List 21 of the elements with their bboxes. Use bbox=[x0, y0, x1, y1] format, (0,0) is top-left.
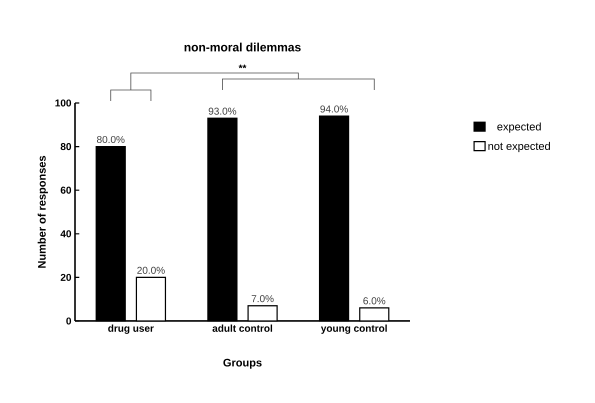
x-tick-label: adult control bbox=[212, 324, 272, 332]
y-tick-label: 40 bbox=[60, 230, 72, 238]
text: ** bbox=[238, 64, 246, 68]
y-tick-label: 100 bbox=[55, 99, 72, 107]
y-tick-label: 80 bbox=[60, 143, 72, 150]
data-label: 7.0% bbox=[252, 295, 274, 302]
legend-label: expected bbox=[497, 122, 541, 133]
x-tick-label: drug user bbox=[108, 324, 154, 334]
data-label: 20.0% bbox=[137, 266, 165, 274]
y-tick-label: 0 bbox=[66, 317, 72, 325]
data-label: 80.0% bbox=[97, 136, 125, 144]
x-tick-label: young control bbox=[320, 324, 387, 334]
y-tick-label: 60 bbox=[60, 186, 72, 194]
legend-label: not expected bbox=[488, 142, 550, 152]
x-axis-title: Groups bbox=[223, 358, 262, 369]
data-label: 94.0% bbox=[320, 105, 348, 113]
chart-title: non-moral dilemmas bbox=[184, 42, 301, 52]
data-label: 93.0% bbox=[208, 108, 236, 115]
y-axis-title: Number of responses bbox=[38, 156, 48, 268]
data-label: 6.0% bbox=[363, 297, 386, 304]
y-tick-label: 20 bbox=[60, 274, 72, 281]
